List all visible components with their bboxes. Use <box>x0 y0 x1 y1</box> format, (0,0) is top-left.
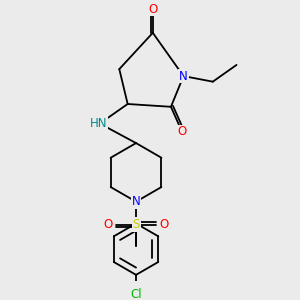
Text: N: N <box>179 70 188 83</box>
Text: O: O <box>103 218 113 231</box>
Text: S: S <box>132 218 140 231</box>
Text: HN: HN <box>90 117 107 130</box>
Text: O: O <box>159 218 169 231</box>
Text: N: N <box>132 195 140 208</box>
Text: O: O <box>178 125 187 138</box>
Text: O: O <box>148 3 158 16</box>
Text: Cl: Cl <box>130 288 142 300</box>
